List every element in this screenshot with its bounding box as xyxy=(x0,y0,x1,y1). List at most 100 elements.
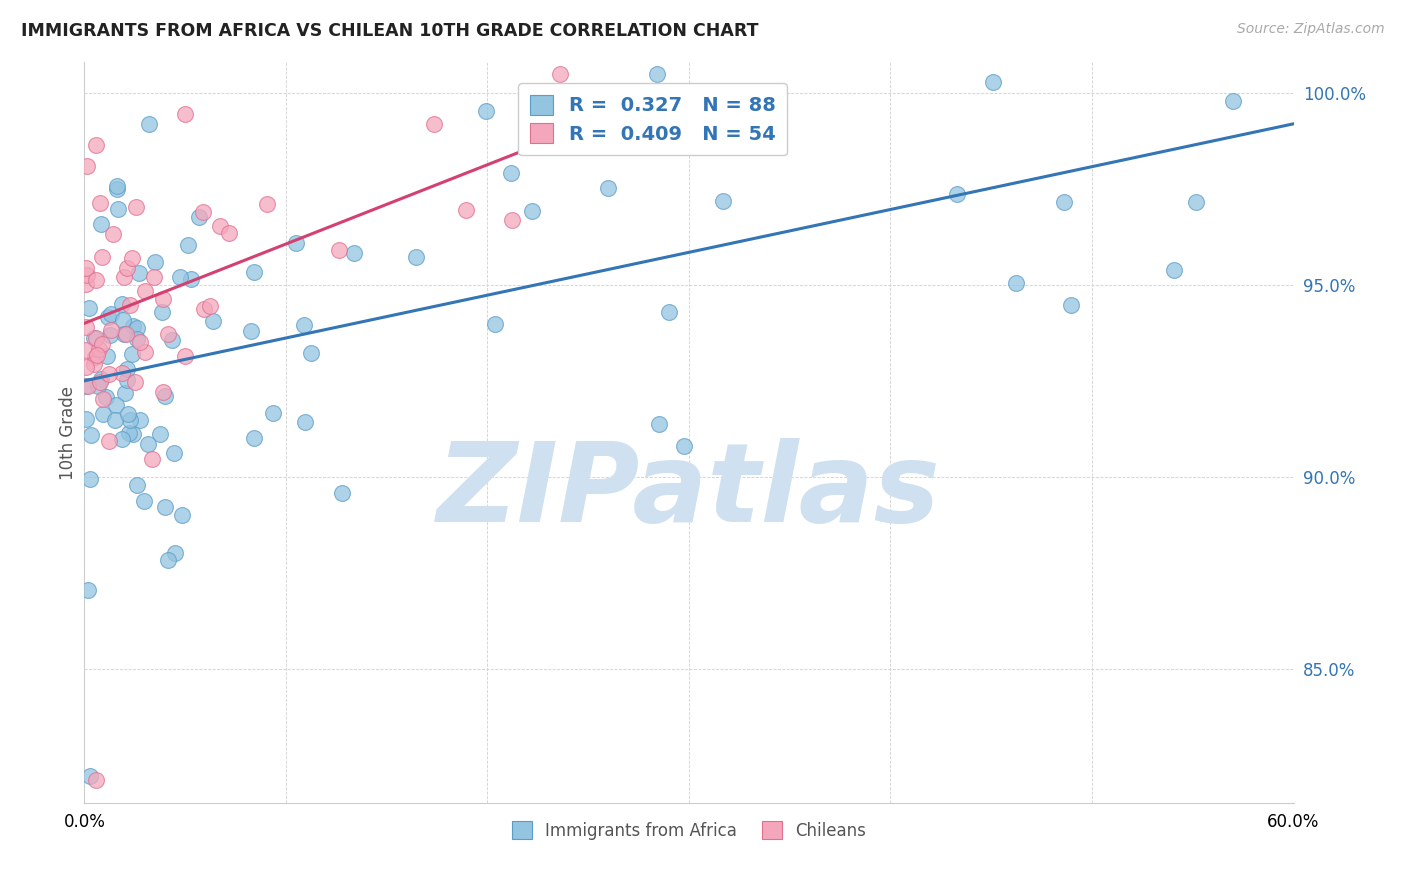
Point xyxy=(191,205,214,219)
Point xyxy=(120,413,142,427)
Point xyxy=(111,432,134,446)
Point xyxy=(284,235,307,250)
Point xyxy=(149,427,172,442)
Point xyxy=(645,67,668,81)
Point xyxy=(128,266,150,280)
Point xyxy=(112,313,135,327)
Point xyxy=(83,331,105,345)
Point xyxy=(84,331,107,345)
Point xyxy=(134,493,156,508)
Point xyxy=(1184,194,1206,209)
Point xyxy=(134,284,156,298)
Point xyxy=(77,301,100,315)
Point xyxy=(107,202,129,217)
Point xyxy=(111,366,134,380)
Point xyxy=(125,200,148,214)
Point xyxy=(125,478,148,492)
Point xyxy=(209,219,232,234)
Point xyxy=(112,270,135,285)
Point xyxy=(91,337,114,351)
Point xyxy=(83,357,105,371)
Point xyxy=(598,181,620,195)
Point xyxy=(484,317,506,331)
Legend: Immigrants from Africa, Chileans: Immigrants from Africa, Chileans xyxy=(505,814,873,847)
Point xyxy=(101,227,124,242)
Point xyxy=(136,436,159,450)
Point xyxy=(405,250,427,264)
Point xyxy=(125,320,148,334)
Point xyxy=(520,203,543,218)
Point xyxy=(157,553,180,567)
Point xyxy=(152,385,174,400)
Point xyxy=(122,318,145,333)
Point xyxy=(501,166,523,180)
Point xyxy=(100,323,122,337)
Point xyxy=(91,407,114,421)
Point xyxy=(114,385,136,400)
Point xyxy=(550,67,572,81)
Point xyxy=(122,426,145,441)
Point xyxy=(124,375,146,389)
Point xyxy=(128,335,150,350)
Point xyxy=(86,772,108,787)
Point xyxy=(90,371,112,385)
Text: IMMIGRANTS FROM AFRICA VS CHILEAN 10TH GRADE CORRELATION CHART: IMMIGRANTS FROM AFRICA VS CHILEAN 10TH G… xyxy=(21,22,759,40)
Point xyxy=(633,125,655,139)
Point xyxy=(97,310,120,324)
Point xyxy=(89,196,111,211)
Point xyxy=(342,246,364,260)
Point xyxy=(174,106,197,120)
Point xyxy=(330,486,353,500)
Point xyxy=(153,389,176,403)
Point xyxy=(114,326,136,341)
Point xyxy=(155,500,177,515)
Point xyxy=(79,769,101,783)
Point xyxy=(454,202,477,217)
Point xyxy=(143,270,166,285)
Point xyxy=(117,261,139,276)
Point xyxy=(100,307,122,321)
Point xyxy=(75,261,97,276)
Point xyxy=(1222,94,1244,108)
Point xyxy=(96,349,118,363)
Point xyxy=(104,413,127,427)
Point xyxy=(105,398,128,412)
Point xyxy=(75,320,97,334)
Point xyxy=(711,194,734,208)
Point xyxy=(91,392,114,406)
Point xyxy=(218,226,240,240)
Point xyxy=(242,431,264,445)
Point xyxy=(152,293,174,307)
Y-axis label: 10th Grade: 10th Grade xyxy=(59,385,77,480)
Point xyxy=(1060,298,1083,312)
Point xyxy=(90,250,112,264)
Point xyxy=(1163,262,1185,277)
Point xyxy=(96,390,118,404)
Point xyxy=(118,425,141,440)
Point xyxy=(648,417,671,431)
Point xyxy=(262,406,284,420)
Point xyxy=(117,407,139,421)
Point xyxy=(172,508,194,522)
Point xyxy=(79,472,101,486)
Text: ZIPatlas: ZIPatlas xyxy=(437,438,941,545)
Point xyxy=(501,213,523,227)
Point xyxy=(89,217,111,231)
Point xyxy=(981,75,1004,89)
Point xyxy=(134,344,156,359)
Point xyxy=(76,379,98,393)
Point xyxy=(129,412,152,426)
Point xyxy=(121,347,143,361)
Point xyxy=(201,314,224,328)
Point xyxy=(100,328,122,343)
Point xyxy=(75,277,97,292)
Point xyxy=(77,582,100,597)
Point xyxy=(138,117,160,131)
Point xyxy=(97,434,120,449)
Point xyxy=(193,301,215,316)
Point xyxy=(946,186,969,201)
Point xyxy=(84,272,107,286)
Point xyxy=(120,298,142,312)
Point xyxy=(80,428,103,442)
Point xyxy=(292,318,315,332)
